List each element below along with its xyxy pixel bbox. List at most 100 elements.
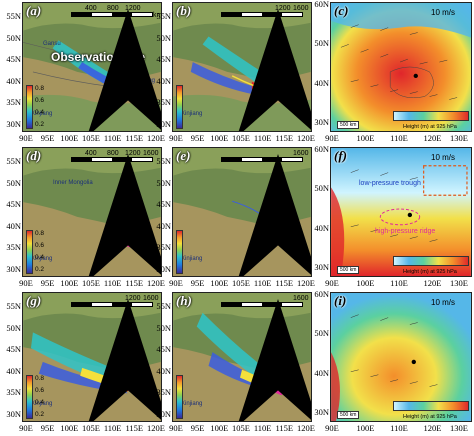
map-x-tick: 95E [190,278,205,288]
panel-label-h: (h) [176,293,192,308]
scale-tick: 1600 [293,150,309,157]
map-y-tick: 35N [156,242,171,253]
wind-height-map-i [331,293,471,421]
map-y-tick: 35N [6,242,21,253]
map-y-tick: 35N [156,387,171,398]
map-y-tick: 50N [6,322,21,333]
panel-a: (a) Observation site Xinjiang Gansu Beij… [22,2,162,132]
panel-c: (c) 10 m/s 500 km Height (m) at 925 hPa [330,2,472,132]
map-x-tick: 95E [40,278,55,288]
map-x-tick: 115E [125,133,144,143]
place-xinjiang: Xinjiang [181,401,203,407]
map-x-tick: 120E [147,133,165,143]
wind-y-tick: 60N [314,289,329,299]
colorbar [176,85,183,129]
panel-i: (i) 10 m/s 500 km Height (m) at 925 hPa [330,292,472,422]
north-arrow-icon [238,299,311,421]
map-x-tick: 95E [40,423,55,433]
map-y-tick: 40N [156,365,171,376]
scale-unit: km [153,12,162,19]
high-pressure-ridge-label: high-pressure ridge [375,228,436,235]
map-x-tick: 100E [60,133,79,143]
map-x-tick: 120E [147,423,165,433]
map-y-tick: 40N [6,220,21,231]
scale-tick: 1600 [143,150,159,157]
panel-label-e: (e) [176,148,191,163]
map-x-tick: 105E [232,278,250,288]
height-legend-title: Height (m) at 925 hPa [403,269,457,275]
north-arrow-icon [238,154,311,276]
wind-x-tick: 100E [356,423,375,433]
map-x-tick: 115E [275,278,294,288]
scale-tick: 1200 [275,5,291,12]
panel-d: (d) Xinjiang Inner Mongolia 0.8 0.6 0.4 … [22,147,162,277]
wind-scale-label: 10 m/s [431,153,456,162]
colorbar-tick: 0.2 [35,121,45,128]
height-legend-title: Height (m) at 925 hPa [403,414,457,420]
map-x-tick: 110E [253,423,272,433]
wind-x-tick: 130E [450,423,468,433]
wind-y-tick: 50N [314,183,329,194]
colorbar-tick: 0.4 [35,399,45,406]
map-y-tick: 50N [156,322,171,333]
map-y-tick: 30N [6,119,21,129]
map-x-tick: 120E [297,278,315,288]
wind-x-tick: 90E [325,278,339,288]
panel-label-a: (a) [26,3,42,18]
colorbar [26,375,33,419]
place-inner-mongolia: Inner Mongolia [53,180,93,186]
height-legend [393,401,469,411]
scale-tick: 400 [85,150,97,157]
map-x-tick: 110E [103,133,122,143]
wind-y-tick: 60N [314,0,329,9]
scale-tick: 400 [85,5,97,12]
wind-x-tick: 120E [423,278,442,288]
north-arrow-icon [88,299,161,421]
map-x-tick: 100E [210,278,229,288]
scale-tick: 1600 [293,5,309,12]
map-x-tick: 105E [82,133,100,143]
map-x-tick: 100E [60,278,79,288]
wind-height-map-c [331,3,471,131]
wind-x-tick: 100E [356,278,375,288]
north-arrow-icon [88,154,161,276]
map-x-tick: 100E [60,423,79,433]
low-pressure-trough-label: low-pressure trough [359,180,421,187]
scale-tick: 1200 [125,5,141,12]
km-scale: 500 km [337,266,360,274]
wind-scale-label: 10 m/s [431,8,456,17]
wind-y-tick: 50N [314,38,329,49]
scale-bar [221,157,303,162]
map-x-tick: 90E [19,278,33,288]
panel-label-d: (d) [26,148,42,163]
km-scale: 500 km [337,411,360,419]
wind-x-tick: 120E [423,423,442,433]
wind-x-tick: 130E [450,278,468,288]
km-scale: 500 km [337,121,360,129]
map-x-tick: 90E [19,133,33,143]
scale-tick: 800 [107,150,119,157]
map-y-tick: 30N [6,409,21,419]
wind-y-tick: 30N [314,262,329,272]
map-x-tick: 90E [19,423,33,433]
map-y-tick: 55N [156,301,171,311]
wind-x-tick: 110E [390,278,408,288]
map-x-tick: 105E [82,423,100,433]
colorbar-tick: 0.2 [35,266,45,273]
north-arrow-icon [238,9,311,131]
colorbar-tick: 0.6 [35,97,45,104]
map-x-tick: 115E [275,423,294,433]
colorbar-tick: 0.6 [35,387,45,394]
map-y-tick: 50N [6,32,21,43]
colorbar-tick: 0.6 [35,242,45,249]
wind-y-tick: 40N [314,222,329,233]
wind-x-tick: 110E [390,133,408,143]
height-legend [393,256,469,266]
wind-y-tick: 30N [314,407,329,417]
height-legend-title: Height (m) at 925 hPa [403,124,457,130]
colorbar [176,375,183,419]
scale-bar [71,302,153,307]
map-y-tick: 40N [6,365,21,376]
place-xinjiang: Xinjiang [181,111,203,117]
